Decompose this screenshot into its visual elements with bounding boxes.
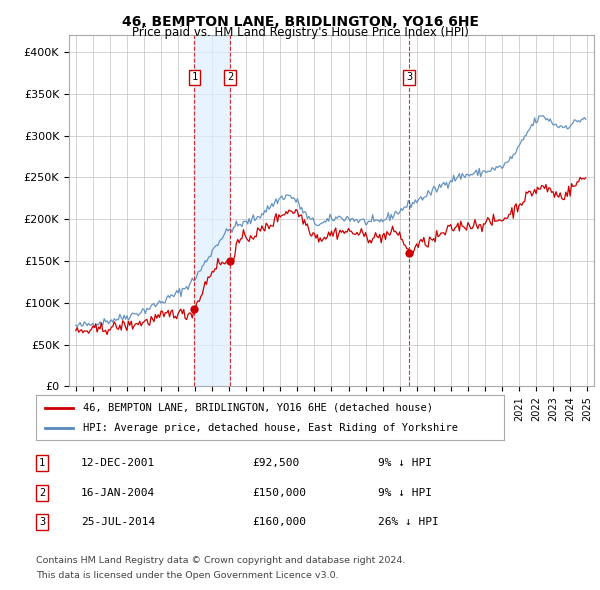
Point: [404, 248, 414, 257]
Text: This data is licensed under the Open Government Licence v3.0.: This data is licensed under the Open Gov…: [36, 571, 338, 580]
Text: 2: 2: [39, 488, 45, 497]
Bar: [194, 35, 230, 386]
Text: 3: 3: [39, 517, 45, 527]
Text: 3: 3: [406, 72, 412, 82]
Text: Price paid vs. HM Land Registry's House Price Index (HPI): Price paid vs. HM Land Registry's House …: [131, 26, 469, 39]
Text: 1: 1: [191, 72, 197, 82]
Text: 25-JUL-2014: 25-JUL-2014: [81, 517, 155, 527]
Text: £92,500: £92,500: [252, 458, 299, 468]
Text: £160,000: £160,000: [252, 517, 306, 527]
Text: HPI: Average price, detached house, East Riding of Yorkshire: HPI: Average price, detached house, East…: [83, 424, 458, 434]
Text: 46, BEMPTON LANE, BRIDLINGTON, YO16 6HE (detached house): 46, BEMPTON LANE, BRIDLINGTON, YO16 6HE …: [83, 403, 433, 412]
Text: 26% ↓ HPI: 26% ↓ HPI: [378, 517, 439, 527]
Point: [190, 304, 199, 314]
Text: 1: 1: [39, 458, 45, 468]
Text: 2: 2: [227, 72, 233, 82]
Text: 46, BEMPTON LANE, BRIDLINGTON, YO16 6HE: 46, BEMPTON LANE, BRIDLINGTON, YO16 6HE: [121, 15, 479, 30]
Text: 9% ↓ HPI: 9% ↓ HPI: [378, 488, 432, 497]
Text: £150,000: £150,000: [252, 488, 306, 497]
Text: 9% ↓ HPI: 9% ↓ HPI: [378, 458, 432, 468]
Text: 16-JAN-2004: 16-JAN-2004: [81, 488, 155, 497]
Point: [225, 256, 235, 266]
Text: 12-DEC-2001: 12-DEC-2001: [81, 458, 155, 468]
Text: Contains HM Land Registry data © Crown copyright and database right 2024.: Contains HM Land Registry data © Crown c…: [36, 556, 406, 565]
